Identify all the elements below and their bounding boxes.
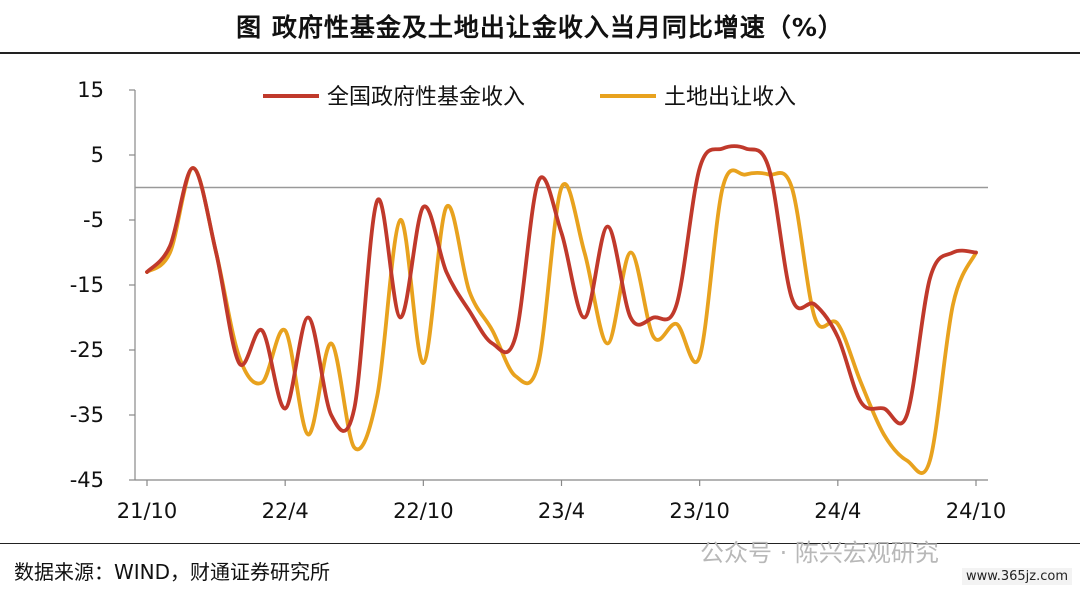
y-axis: 15 5 -5 -15 -25 -35 -45 [70,78,136,492]
y-tick-label: -45 [70,468,104,492]
x-tick-label: 21/10 [117,499,178,523]
legend-label-0: 全国政府性基金收入 [327,85,525,110]
source-note: 数据来源：WIND，财通证券研究所 [14,560,331,584]
watermark: 公众号 · 陈兴宏观研究 [700,539,939,567]
x-tick-label: 22/4 [262,499,309,523]
legend-label-1: 土地出让收入 [664,85,796,110]
x-axis: 21/10 22/4 22/10 23/4 23/10 24/4 24/10 [117,186,1007,523]
y-tick-label: -25 [70,338,104,362]
bottom-rule [0,543,1080,544]
x-tick-label: 23/4 [538,499,585,523]
x-tick-label: 24/4 [814,499,861,523]
x-tick-label: 23/10 [669,499,730,523]
chart-area: 15 5 -5 -15 -25 -35 -45 21/10 22/4 22/10 23/4 23/1… [70,78,1007,523]
y-tick-label: 15 [77,78,104,102]
title-bar: 图 政府性基金及土地出让金收入当月同比增速（%） [0,0,1080,54]
y-tick-label: -5 [83,208,104,232]
x-tick-label: 24/10 [946,499,1007,523]
legend: 全国政府性基金收入 土地出让收入 [263,85,796,110]
x-tick-label: 22/10 [393,499,454,523]
chart-title: 图 政府性基金及土地出让金收入当月同比增速（%） [236,13,844,42]
series-line-1 [145,166,978,475]
y-tick-label: -15 [70,273,104,297]
y-tick-label: 5 [91,143,104,167]
y-tick-label: -35 [70,403,104,427]
series-line-0 [145,144,978,433]
site-label: www.365jz.com [962,568,1072,585]
series-layer [145,144,978,475]
